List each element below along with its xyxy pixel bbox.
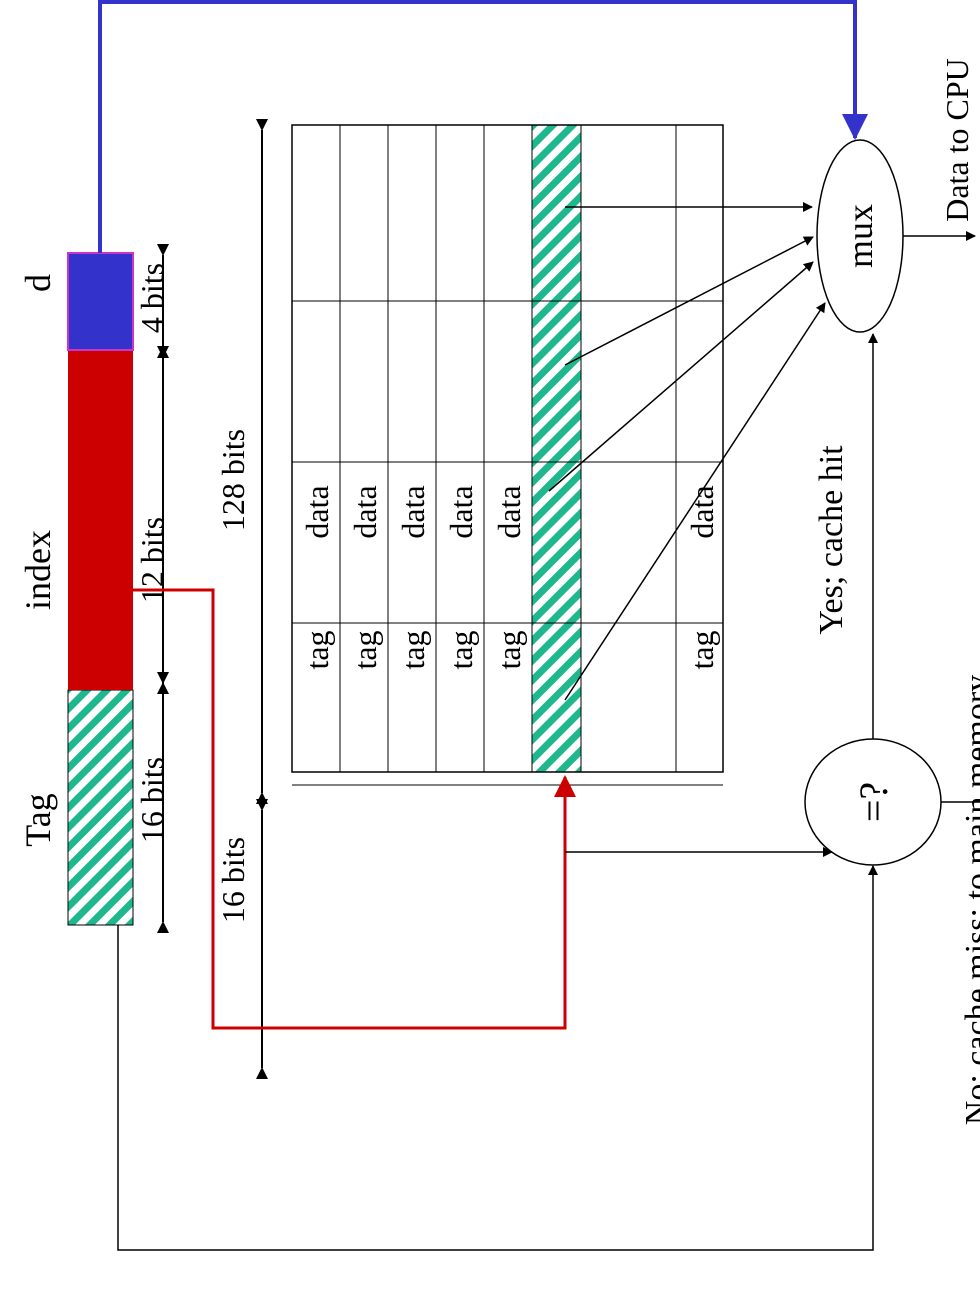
d-bits-label: 4 bits xyxy=(134,263,170,333)
tag-cell: tag xyxy=(395,630,431,669)
cache-table xyxy=(291,124,724,786)
tag-bits-label: 16 bits xyxy=(134,757,170,843)
data-cell: data xyxy=(395,485,431,538)
tag-cell: tag xyxy=(684,630,720,669)
offset-field xyxy=(67,252,134,351)
table-tag-width-label: 16 bits xyxy=(215,837,251,923)
address-bar xyxy=(67,252,134,926)
data-cell: data xyxy=(491,485,527,538)
tag-cell: tag xyxy=(491,630,527,669)
index-select-line xyxy=(133,588,576,1030)
address-tag-to-comparator-line xyxy=(117,865,878,1251)
index-field xyxy=(68,350,133,690)
tag-field xyxy=(67,689,134,926)
data-cell: data xyxy=(299,485,335,538)
word-select-lines xyxy=(548,202,826,701)
tag-label: Tag xyxy=(18,793,58,846)
d-label: d xyxy=(18,274,58,292)
selected-cache-row xyxy=(532,125,581,772)
data-cell: data xyxy=(443,485,479,538)
tag-cell: tag xyxy=(299,630,335,669)
hit-label: Yes; cache hit xyxy=(813,445,850,635)
mux-output-label: Data to CPU xyxy=(939,58,975,222)
data-cell: data xyxy=(684,485,720,538)
miss-label: No; cache miss; to main memory xyxy=(959,675,980,1125)
tag-cell: tag xyxy=(443,630,479,669)
table-data-width-label: 128 bits xyxy=(215,429,251,531)
data-cell: data xyxy=(347,485,383,538)
tag-cell: tag xyxy=(347,630,383,669)
comparator-label: =? xyxy=(851,782,896,822)
offset-select-line xyxy=(98,0,868,253)
index-label: index xyxy=(18,530,58,610)
mux-label: mux xyxy=(840,204,880,268)
